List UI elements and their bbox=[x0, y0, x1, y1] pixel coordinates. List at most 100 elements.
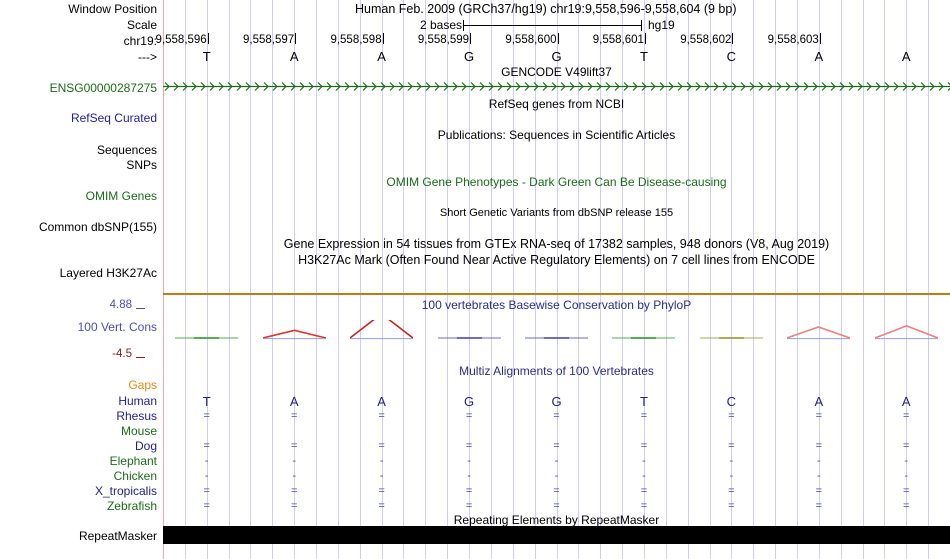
sidebar-label-sequences[interactable]: Sequences bbox=[96, 143, 157, 157]
multiz-gap-glyph: - bbox=[467, 470, 471, 482]
scale-amount-label: 2 bases bbox=[419, 18, 462, 32]
multiz-match-glyph: = bbox=[553, 485, 560, 497]
ruler-position-label: 9,558,601 bbox=[592, 34, 644, 46]
ruler-tick bbox=[644, 33, 646, 44]
sidebar-label-species-human[interactable]: Human bbox=[118, 394, 157, 408]
ruler-tick bbox=[295, 33, 297, 44]
conservation-bar[interactable] bbox=[612, 320, 676, 356]
multiz-match-glyph: = bbox=[640, 500, 648, 512]
repeatmasker-bar[interactable] bbox=[163, 526, 950, 544]
ruler-tick bbox=[470, 33, 472, 44]
sidebar-label-gaps[interactable]: Gaps bbox=[128, 378, 157, 392]
conservation-bar[interactable] bbox=[525, 320, 588, 356]
conservation-bar[interactable] bbox=[874, 320, 939, 356]
sidebar-label-species-x_tropicalis[interactable]: X_tropicalis bbox=[94, 484, 157, 498]
multiz-human-base: A bbox=[377, 394, 386, 409]
window-position-label: Window Position bbox=[68, 2, 157, 16]
multiz-gap-glyph: - bbox=[904, 455, 909, 467]
multiz-gap-glyph: - bbox=[642, 470, 646, 482]
ruler-base-letter: A bbox=[814, 49, 824, 64]
multiz-match-glyph: = bbox=[378, 410, 385, 422]
ruler-position-label: 9,558,599 bbox=[417, 34, 470, 46]
sidebar-label-snps[interactable]: SNPs bbox=[126, 158, 157, 172]
conservation-bar[interactable] bbox=[699, 320, 763, 356]
multiz-gap-glyph: - bbox=[816, 470, 821, 482]
conservation-bar[interactable] bbox=[787, 320, 851, 356]
multiz-match-glyph: = bbox=[290, 440, 298, 452]
track-title-refseq: RefSeq genes from NCBI bbox=[488, 97, 625, 111]
assembly-db-label: hg19 bbox=[648, 18, 675, 32]
conservation-bar[interactable] bbox=[349, 312, 414, 356]
multiz-human-base: A bbox=[901, 394, 911, 409]
track-separator-rule bbox=[163, 293, 950, 295]
strand-direction-label: ---> bbox=[138, 50, 157, 64]
conservation-bar[interactable] bbox=[175, 320, 239, 356]
ruler-position-label: 9,558,600 bbox=[505, 34, 557, 46]
multiz-match-glyph: = bbox=[815, 440, 823, 452]
sidebar-label-dbsnp[interactable]: Common dbSNP(155) bbox=[38, 220, 157, 234]
multiz-match-glyph: = bbox=[728, 440, 735, 452]
sidebar-label-species-rhesus[interactable]: Rhesus bbox=[116, 409, 157, 423]
sidebar-label-species-elephant[interactable]: Elephant bbox=[109, 454, 157, 468]
multiz-human-base: A bbox=[289, 394, 299, 409]
multiz-match-glyph: = bbox=[203, 410, 210, 422]
conservation-bar[interactable] bbox=[262, 320, 326, 356]
track-title-dbsnp: Short Genetic Variants from dbSNP releas… bbox=[439, 207, 674, 219]
multiz-match-glyph: = bbox=[553, 500, 560, 512]
assembly-title: Human Feb. 2009 (GRCh37/hg19) chr19:9,55… bbox=[355, 2, 737, 16]
ruler-position-label: 9,558,603 bbox=[767, 34, 819, 46]
label-area-divider bbox=[163, 0, 164, 559]
sidebar-label-species-mouse[interactable]: Mouse bbox=[120, 424, 157, 438]
multiz-match-glyph: = bbox=[378, 485, 385, 497]
multiz-match-glyph: = bbox=[465, 485, 473, 497]
ruler-position-label: 9,558,598 bbox=[330, 34, 382, 46]
multiz-gap-glyph: - bbox=[204, 455, 209, 467]
multiz-human-base: A bbox=[814, 394, 824, 409]
sidebar-label-species-dog[interactable]: Dog bbox=[134, 439, 157, 453]
multiz-match-glyph: = bbox=[640, 485, 648, 497]
multiz-match-glyph: = bbox=[728, 410, 735, 422]
multiz-human-base: G bbox=[551, 394, 562, 409]
scale-bar-cap-left bbox=[463, 20, 464, 31]
track-title-repeatmasker: Repeating Elements by RepeatMasker bbox=[453, 513, 660, 527]
multiz-match-glyph: = bbox=[728, 485, 735, 497]
multiz-gap-glyph: - bbox=[379, 470, 384, 482]
ruler-base-letter: G bbox=[551, 49, 562, 64]
multiz-gap-glyph: - bbox=[729, 455, 734, 467]
sidebar-label-h3k27ac[interactable]: Layered H3K27Ac bbox=[59, 266, 157, 280]
multiz-human-base: G bbox=[463, 394, 475, 409]
ruler-base-letter: A bbox=[901, 49, 911, 64]
multiz-match-glyph: = bbox=[203, 485, 210, 497]
multiz-gap-glyph: - bbox=[554, 470, 559, 482]
sidebar-label-gencode[interactable]: ENSG00000287275 bbox=[49, 81, 157, 95]
multiz-match-glyph: = bbox=[203, 500, 210, 512]
track-title-gtex: Gene Expression in 54 tissues from GTEx … bbox=[283, 237, 830, 251]
multiz-match-glyph: = bbox=[903, 410, 910, 422]
gencode-strand-arrows bbox=[163, 81, 950, 92]
sidebar-label-species-chicken[interactable]: Chicken bbox=[113, 469, 157, 483]
conservation-bar[interactable] bbox=[437, 320, 501, 356]
track-title-multiz: Multiz Alignments of 100 Vertebrates bbox=[459, 364, 654, 378]
multiz-match-glyph: = bbox=[903, 485, 910, 497]
ruler-tick bbox=[382, 33, 384, 44]
ruler-base-letter: A bbox=[377, 49, 386, 64]
track-title-publications: Publications: Sequences in Scientific Ar… bbox=[437, 128, 676, 142]
multiz-match-glyph: = bbox=[378, 500, 385, 512]
sidebar-label-conservation[interactable]: 100 Vert. Cons bbox=[77, 320, 157, 334]
multiz-human-base: T bbox=[202, 394, 211, 409]
ruler-position-label: 9,558,597 bbox=[242, 34, 295, 46]
sidebar-label-refseq[interactable]: RefSeq Curated bbox=[70, 111, 157, 125]
track-title-omim: OMIM Gene Phenotypes - Dark Green Can Be… bbox=[386, 175, 727, 189]
scale-bar-cap-right bbox=[641, 20, 642, 31]
multiz-human-base: T bbox=[639, 394, 648, 409]
sidebar-label-repeatmasker[interactable]: RepeatMasker bbox=[78, 529, 157, 543]
multiz-match-glyph: = bbox=[290, 485, 298, 497]
multiz-match-glyph: = bbox=[290, 410, 298, 422]
multiz-match-glyph: = bbox=[640, 440, 648, 452]
multiz-match-glyph: = bbox=[815, 485, 823, 497]
ruler-base-letter: T bbox=[202, 49, 211, 64]
sidebar-label-species-zebrafish[interactable]: Zebrafish bbox=[106, 499, 157, 513]
multiz-gap-glyph: - bbox=[467, 455, 471, 467]
sidebar-label-omim[interactable]: OMIM Genes bbox=[85, 189, 157, 203]
